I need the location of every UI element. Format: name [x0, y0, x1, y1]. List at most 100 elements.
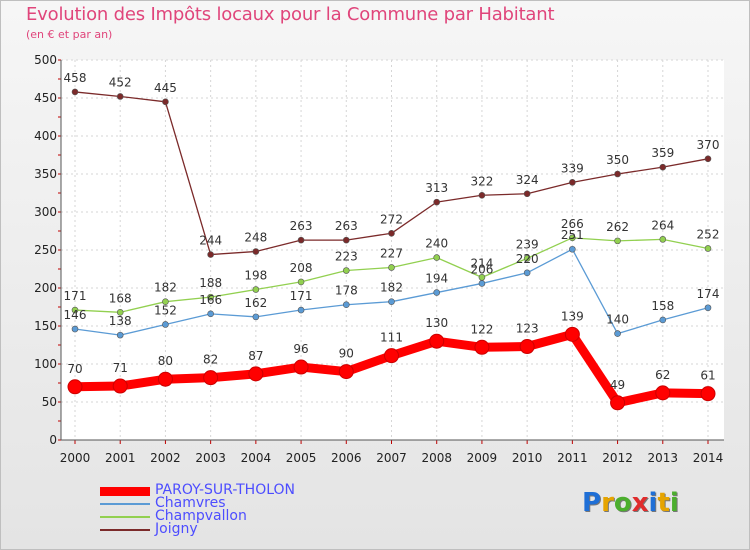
data-point [704, 304, 712, 312]
y-tick-label: 0 [49, 433, 57, 447]
data-label: 452 [109, 75, 132, 89]
data-label: 70 [67, 362, 82, 376]
data-point [519, 339, 535, 355]
y-tick-label: 100 [34, 357, 57, 371]
legend-label: PAROY-SUR-THOLON [155, 482, 295, 498]
logo-letter: i [648, 488, 658, 518]
data-point [523, 269, 531, 277]
data-label: 194 [425, 272, 448, 286]
data-label: 252 [697, 227, 720, 241]
data-point [157, 371, 173, 387]
data-label: 208 [290, 261, 313, 275]
data-label: 313 [425, 181, 448, 195]
data-label: 359 [651, 146, 674, 160]
data-point [388, 298, 395, 305]
data-label: 49 [610, 378, 625, 392]
data-labels: 458 452 445 244 248 263 263 272 313 322 324 339 350 3… [64, 71, 720, 392]
data-label: 322 [470, 174, 493, 188]
data-point [342, 301, 350, 309]
x-tick-label: 2011 [557, 451, 588, 465]
x-tick-label: 2003 [195, 451, 226, 465]
data-point [569, 179, 576, 186]
data-point [564, 326, 580, 342]
data-point [207, 310, 214, 318]
data-label: 162 [244, 296, 267, 310]
data-label: 188 [199, 276, 222, 290]
data-label: 240 [425, 237, 448, 251]
data-label: 227 [380, 246, 403, 260]
data-point [384, 348, 399, 364]
x-tick-label: 2005 [286, 451, 317, 465]
data-point [297, 306, 305, 314]
data-point [338, 364, 354, 380]
data-label: 171 [290, 289, 313, 303]
proxiti-logo: Proxiti [582, 488, 679, 518]
x-tick-label: 2009 [467, 451, 498, 465]
data-point [614, 170, 621, 178]
data-point [248, 366, 264, 382]
data-label: 239 [516, 237, 539, 251]
logo-letter: P [582, 488, 602, 518]
data-label: 87 [248, 349, 263, 363]
data-label: 152 [154, 303, 177, 317]
data-label: 339 [561, 161, 584, 175]
data-label: 96 [293, 342, 308, 356]
data-label: 272 [380, 212, 403, 226]
data-label: 264 [651, 218, 674, 232]
data-point [704, 155, 712, 163]
logo-letter: x [631, 488, 649, 518]
data-point [659, 163, 667, 171]
data-label: 122 [470, 322, 493, 336]
x-tick-label: 2004 [241, 451, 272, 465]
data-point [71, 306, 79, 314]
data-point [112, 378, 128, 394]
data-point [293, 359, 309, 375]
data-point [297, 236, 305, 244]
data-point [252, 286, 260, 293]
data-point [704, 245, 712, 252]
data-label: 82 [203, 353, 218, 367]
data-label: 458 [64, 71, 87, 85]
data-point [700, 386, 716, 402]
x-tick-label: 2010 [512, 451, 543, 465]
data-label: 140 [606, 313, 629, 327]
data-label: 111 [380, 331, 403, 345]
y-tick-label: 350 [34, 167, 57, 181]
legend-swatch [100, 503, 150, 505]
logo-letter: r [601, 488, 614, 518]
y-tick-label: 50 [42, 395, 57, 409]
x-tick-label: 2013 [648, 451, 679, 465]
data-point [433, 254, 441, 261]
data-point [297, 278, 305, 286]
data-label: 370 [697, 138, 720, 152]
data-point [162, 321, 169, 328]
y-tick-label: 200 [34, 281, 57, 295]
axes: 0 50 100 150 200 250 300 350 400 450 500 2000 2001 20… [34, 53, 724, 465]
data-point [207, 293, 214, 301]
data-label: 123 [516, 322, 539, 336]
data-label: 71 [113, 361, 128, 375]
x-tick-label: 2012 [602, 451, 633, 465]
data-point [71, 325, 79, 333]
data-point [252, 313, 260, 321]
data-label: 220 [516, 252, 539, 266]
x-tick-label: 2002 [150, 451, 181, 465]
data-point [162, 98, 169, 106]
y-tick-label: 300 [34, 205, 57, 219]
data-label: 90 [339, 347, 354, 361]
data-label: 266 [561, 217, 584, 231]
x-tick-label: 2014 [693, 451, 724, 465]
chart-title: Evolution des Impôts locaux pour la Comm… [26, 4, 555, 25]
data-label: 168 [109, 291, 132, 305]
data-point [162, 298, 169, 305]
data-label: 166 [199, 293, 222, 307]
logo-letter: i [669, 488, 679, 518]
data-label: 174 [697, 287, 720, 301]
data-point [614, 330, 621, 337]
series-lines [67, 88, 716, 411]
data-point [659, 236, 667, 243]
data-point [203, 370, 219, 386]
x-tick-label: 2000 [60, 451, 91, 465]
data-label: 146 [64, 308, 87, 322]
data-label: 263 [290, 219, 313, 233]
